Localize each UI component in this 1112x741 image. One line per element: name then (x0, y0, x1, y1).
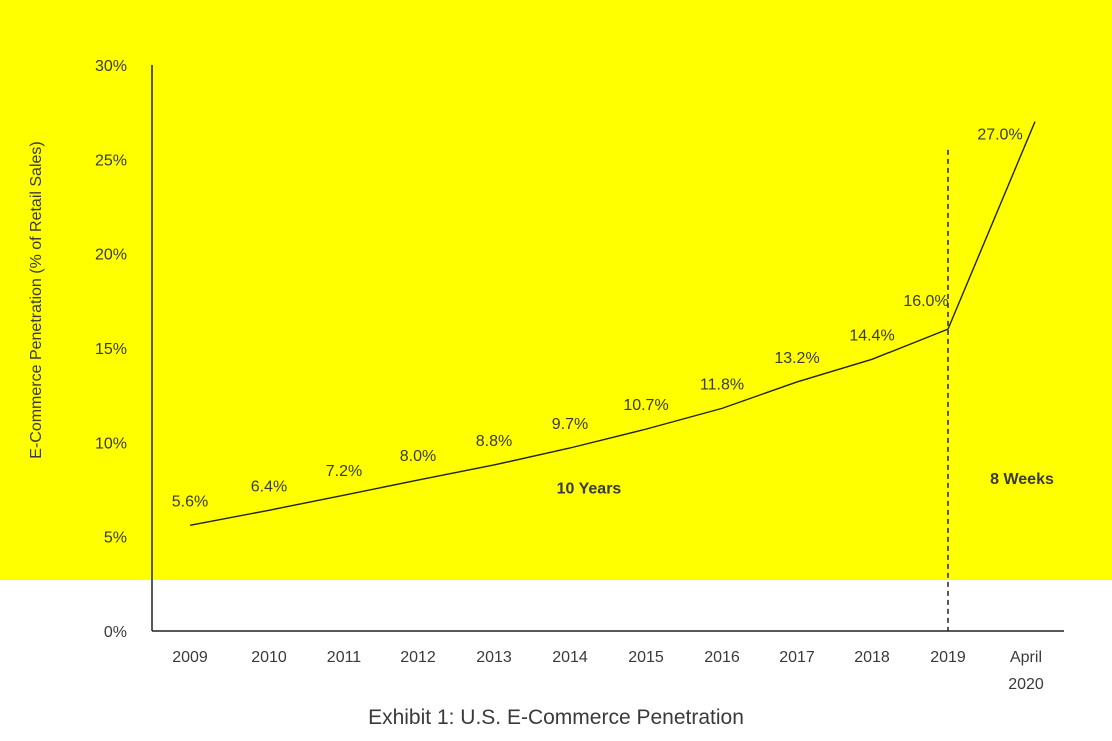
chart-background (0, 0, 1112, 580)
annotations: 10 Years 8 Weeks (557, 471, 1054, 497)
y-tick-label: 25% (95, 152, 127, 169)
y-tick-label: 5% (104, 530, 127, 547)
annotation-label: 10 Years (557, 481, 622, 498)
x-tick-label: 2019 (930, 649, 966, 666)
x-tick-label: 2009 (172, 649, 208, 666)
y-tick-label: 15% (95, 341, 127, 358)
y-axis-title: E-Commerce Penetration (% of Retail Sale… (28, 141, 45, 458)
data-label: 9.7% (552, 416, 588, 433)
line-chart: 0% 5% 10% 15% 20% 25% 30% 5.6% 6.4% 7.2% 8.0% 8.8%… (0, 0, 1112, 693)
data-label: 27.0% (977, 127, 1022, 144)
x-tick-label: 2017 (779, 649, 815, 666)
x-axis-tick-labels: 2009 2010 2011 2012 2013 2014 2015 2016 2017 2018… (172, 649, 1044, 693)
x-tick-label: 2014 (552, 649, 588, 666)
series-line (189, 121, 1036, 527)
x-tick-label: 2016 (704, 649, 740, 666)
data-labels: 5.6% 6.4% 7.2% 8.0% 8.8% 9.7% 10.7% 11.8% 13.2% 1… (172, 127, 1023, 511)
y-tick-label: 0% (104, 624, 127, 641)
x-tick-label: 2010 (251, 649, 287, 666)
y-axis-tick-labels: 0% 5% 10% 15% 20% 25% 30% (95, 58, 127, 641)
data-label: 8.0% (400, 448, 436, 465)
data-label: 11.8% (700, 376, 744, 393)
chart-caption: Exhibit 1: U.S. E-Commerce Penetration (368, 706, 744, 729)
data-label: 6.4% (251, 478, 287, 495)
x-tick-label: 2012 (400, 649, 436, 666)
x-tick-label: April 2020 (1008, 649, 1044, 693)
data-label: 8.8% (476, 433, 512, 450)
data-label: 16.0% (903, 293, 948, 310)
x-tick-label: 2015 (628, 649, 664, 666)
data-label: 7.2% (326, 463, 362, 480)
x-tick-label: 2018 (854, 649, 890, 666)
x-tick-label: 2011 (327, 649, 362, 666)
y-tick-label: 10% (95, 435, 127, 452)
data-label: 13.2% (774, 350, 819, 367)
y-tick-label: 20% (95, 247, 127, 264)
y-tick-label: 30% (95, 58, 127, 75)
x-tick-label: 2013 (476, 649, 512, 666)
annotation-label: 8 Weeks (990, 471, 1054, 488)
data-label: 14.4% (849, 327, 894, 344)
data-label: 10.7% (623, 397, 668, 414)
data-label: 5.6% (172, 493, 208, 510)
